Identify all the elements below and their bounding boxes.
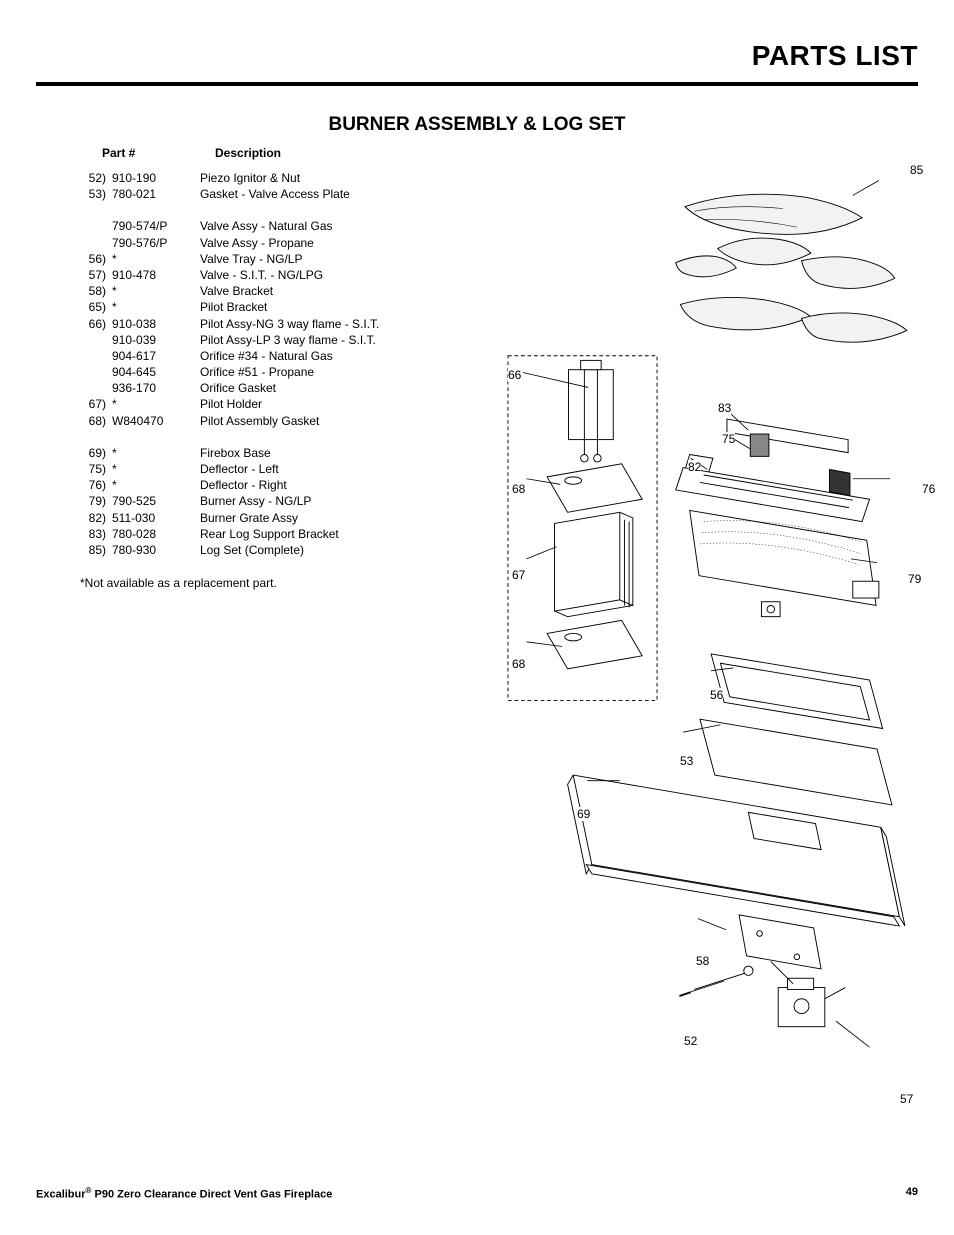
pilot-gasket-upper — [547, 464, 642, 512]
parts-row: 52)910-190Piezo Ignitor & Nut — [80, 170, 480, 186]
parts-row: 53)780-021Gasket - Valve Access Plate — [80, 186, 480, 202]
callout-label: 76 — [922, 482, 935, 496]
valve-bracket — [739, 915, 821, 969]
parts-row: 67)*Pilot Holder — [80, 396, 480, 412]
parts-row: 904-645Orifice #51 - Propane — [80, 364, 480, 380]
footnote: *Not available as a replacement part. — [80, 576, 480, 590]
parts-row: 83)780-028Rear Log Support Bracket — [80, 526, 480, 542]
callout-label: 56 — [710, 688, 723, 702]
callout-label: 68 — [512, 482, 525, 496]
parts-row: 56)*Valve Tray - NG/LP — [80, 251, 480, 267]
header-part: Part # — [80, 146, 215, 160]
parts-row: 68)W840470Pilot Assembly Gasket — [80, 413, 480, 429]
rear-log-support — [727, 419, 848, 456]
parts-list-column: Part # Description 52)910-190Piezo Ignit… — [36, 146, 480, 590]
parts-row: 790-576/PValve Assy - Propane — [80, 235, 480, 251]
callout-label: 85 — [910, 163, 923, 177]
deflector-right — [829, 469, 850, 495]
footer-product: Excalibur® P90 Zero Clearance Direct Ven… — [36, 1186, 332, 1201]
footer-page-number: 49 — [906, 1186, 918, 1201]
piezo-ignitor — [679, 966, 753, 996]
callout-label: 79 — [908, 572, 921, 586]
callout-label: 68 — [512, 657, 525, 671]
pilot-gasket-lower — [547, 620, 642, 668]
page-header-title: PARTS LIST — [36, 40, 918, 72]
parts-row: 936-170Orifice Gasket — [80, 380, 480, 396]
log-set — [676, 194, 907, 342]
valve-gasket — [700, 719, 892, 805]
callout-label: 67 — [512, 568, 525, 582]
valve-tray — [711, 654, 882, 729]
callout-label: 75 — [722, 432, 735, 446]
callout-label: 52 — [684, 1034, 697, 1048]
parts-row: 76)*Deflector - Right — [80, 477, 480, 493]
callout-label: 82 — [688, 460, 701, 474]
parts-row: 79)790-525Burner Assy - NG/LP — [80, 493, 480, 509]
valve — [771, 961, 846, 1026]
parts-row: 85)780-930Log Set (Complete) — [80, 542, 480, 558]
callout-label: 58 — [696, 954, 709, 968]
parts-row: 910-039Pilot Assy-LP 3 way flame - S.I.T… — [80, 332, 480, 348]
parts-row: 65)*Pilot Bracket — [80, 299, 480, 315]
burner-assy — [690, 510, 879, 605]
parts-table: 52)910-190Piezo Ignitor & Nut53)780-021G… — [80, 170, 480, 558]
parts-row: 57)910-478Valve - S.I.T. - NG/LPG — [80, 267, 480, 283]
parts-row: 790-574/PValve Assy - Natural Gas — [80, 218, 480, 234]
callout-label: 83 — [718, 401, 731, 415]
exploded-diagram — [480, 132, 918, 1092]
content-row: Part # Description 52)910-190Piezo Ignit… — [36, 146, 918, 1106]
page-footer: Excalibur® P90 Zero Clearance Direct Ven… — [36, 1186, 918, 1201]
header-rule — [36, 82, 918, 86]
callout-label: 57 — [900, 1092, 913, 1106]
parts-row: 66)910-038Pilot Assy-NG 3 way flame - S.… — [80, 316, 480, 332]
header-desc: Description — [215, 146, 281, 160]
parts-row: 75)*Deflector - Left — [80, 461, 480, 477]
parts-row: 82)511-030Burner Grate Assy — [80, 510, 480, 526]
orifice — [761, 602, 780, 617]
callout-label: 69 — [577, 807, 590, 821]
pilot-holder — [555, 512, 633, 616]
pilot-assy — [569, 360, 614, 462]
callout-label: 53 — [680, 754, 693, 768]
callout-label: 66 — [508, 368, 521, 382]
parts-row: 58)*Valve Bracket — [80, 283, 480, 299]
parts-row: 904-617Orifice #34 - Natural Gas — [80, 348, 480, 364]
parts-row: 69)*Firebox Base — [80, 445, 480, 461]
column-headers: Part # Description — [80, 146, 480, 160]
diagram-column: 85668375827668796768565369585257 — [480, 146, 918, 1106]
